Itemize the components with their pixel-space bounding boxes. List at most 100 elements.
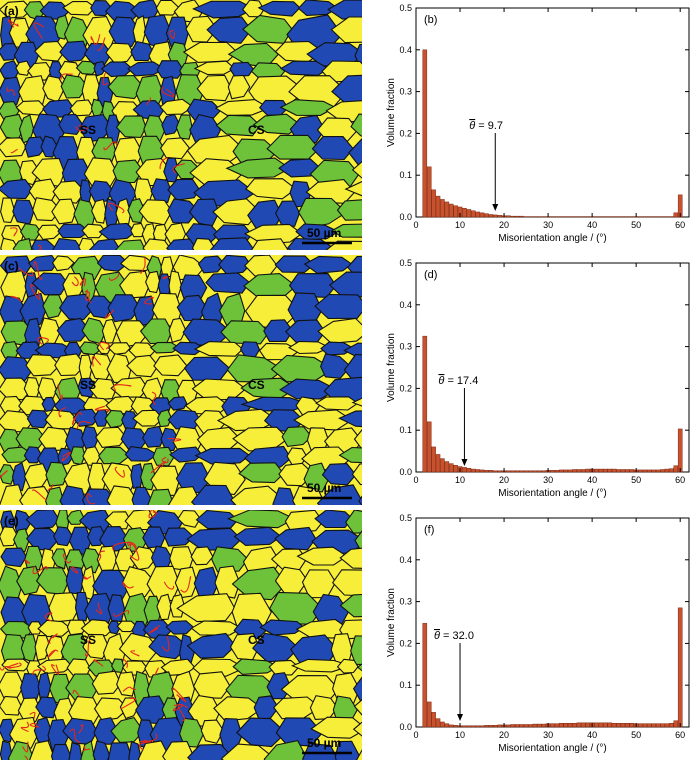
histogram-bar [488, 214, 494, 218]
histogram-bar [444, 201, 450, 218]
x-tick-label: 40 [587, 730, 597, 740]
histogram-bar [466, 209, 472, 218]
mean-theta-annotation: θ = 32.0 [434, 630, 474, 642]
histogram-bar [563, 469, 568, 473]
histogram-bar [475, 725, 480, 728]
x-axis-label: Misorientation angle / (°) [498, 488, 607, 499]
histogram-bar [435, 718, 441, 728]
y-tick-label: 0.3 [399, 342, 412, 352]
y-tick-label: 0.0 [399, 467, 412, 477]
histogram-bar [572, 469, 577, 473]
histogram-bar [616, 722, 621, 728]
histogram-bar [550, 470, 555, 473]
plot-frame [415, 7, 690, 218]
histogram-bar [541, 723, 546, 728]
x-tick-label: 50 [631, 730, 641, 740]
histogram-bar [611, 722, 617, 728]
histogram-bar [673, 465, 679, 473]
histogram-bar [462, 467, 467, 473]
histogram-bar [677, 428, 683, 473]
histogram-bar [470, 210, 476, 218]
x-tick-label: 60 [675, 475, 685, 485]
histogram-bar [488, 470, 494, 473]
histogram-bar [510, 724, 516, 728]
histogram-bar [603, 468, 608, 473]
x-tick-label: 50 [631, 475, 641, 485]
x-tick-label: 0 [413, 730, 418, 740]
ss-label: SS [80, 633, 96, 647]
histogram-bar [453, 725, 458, 728]
histogram-bar [479, 469, 485, 473]
misorientation-histogram-3: 0.0 0.1 0.2 0.3 0.4 0.5 0 10 20 30 40 50 60 Misorient… [372, 510, 700, 760]
histogram-bar [435, 195, 441, 218]
histogram-bar [492, 214, 498, 218]
ss-label: SS [80, 378, 96, 392]
histogram-bar [677, 607, 683, 728]
histogram-bar [497, 724, 502, 728]
y-tick-label: 0.4 [399, 45, 412, 55]
histogram-bar [585, 722, 590, 728]
histogram-bar [488, 725, 494, 728]
x-tick-label: 40 [587, 475, 597, 485]
histogram-bar [448, 463, 454, 473]
theta-value: = 9.7 [475, 120, 503, 132]
histogram-bar [484, 213, 489, 218]
scale-bar-label: 50 µm [307, 226, 341, 240]
histogram-bar [567, 469, 573, 473]
histogram-bar [444, 723, 450, 728]
y-tick-label: 0.1 [399, 170, 412, 180]
histogram-bar [664, 468, 670, 473]
histogram-bar [598, 468, 604, 473]
y-tick-label: 0.2 [399, 128, 412, 138]
map-panel-label: (a) [4, 4, 19, 18]
histogram-bar [523, 470, 529, 473]
histogram-bar [673, 720, 679, 728]
histogram-bar [660, 723, 665, 728]
histogram-bar [554, 470, 560, 473]
y-tick-label: 0.2 [399, 383, 412, 393]
x-axis-label: Misorientation angle / (°) [498, 233, 607, 244]
histogram-bar [576, 722, 582, 728]
histogram-bar [510, 470, 516, 473]
histogram-bar [448, 724, 454, 728]
histogram-bar [550, 723, 555, 728]
x-tick-label: 10 [455, 220, 465, 230]
histogram-bar [642, 469, 648, 473]
histogram-bar [611, 468, 617, 473]
histogram-bar [506, 470, 511, 473]
y-tick-label: 0.2 [399, 638, 412, 648]
grain-layer [0, 255, 362, 505]
theta-symbol: θ [438, 375, 444, 387]
histogram-bar [642, 723, 648, 728]
y-tick-label: 0.4 [399, 300, 412, 310]
x-tick-label: 20 [499, 730, 509, 740]
histogram-bar [603, 722, 608, 728]
histogram-bar [484, 725, 489, 728]
histogram-bar [655, 469, 661, 473]
cs-label: CS [248, 123, 265, 137]
histogram-bar [466, 467, 472, 473]
x-tick-label: 10 [455, 730, 465, 740]
y-tick-label: 0.3 [399, 597, 412, 607]
histogram-bar [422, 623, 428, 728]
histogram-bar [594, 468, 599, 473]
y-axis-label: Volume fraction [386, 78, 397, 147]
histogram-bar [431, 189, 436, 218]
ebsd-map-3: (e) SS CS 50 µm [0, 510, 362, 760]
histogram-bar [440, 458, 445, 473]
x-tick-label: 60 [675, 220, 685, 230]
low-angle-boundaries [6, 19, 185, 250]
x-tick-label: 30 [543, 475, 553, 485]
histogram-bar [598, 722, 604, 728]
histogram-bar [576, 469, 582, 473]
map-panel-label: (c) [4, 259, 19, 273]
histogram-bar [537, 723, 542, 728]
histogram-bar [515, 215, 520, 218]
y-tick-label: 0.0 [399, 722, 412, 732]
chart-panel-label: (d) [424, 269, 437, 281]
histogram-bar [537, 470, 542, 473]
histogram-bar [497, 470, 502, 473]
histogram-bar [426, 701, 432, 728]
histogram-bar [673, 212, 679, 218]
histogram-bar [629, 469, 635, 473]
